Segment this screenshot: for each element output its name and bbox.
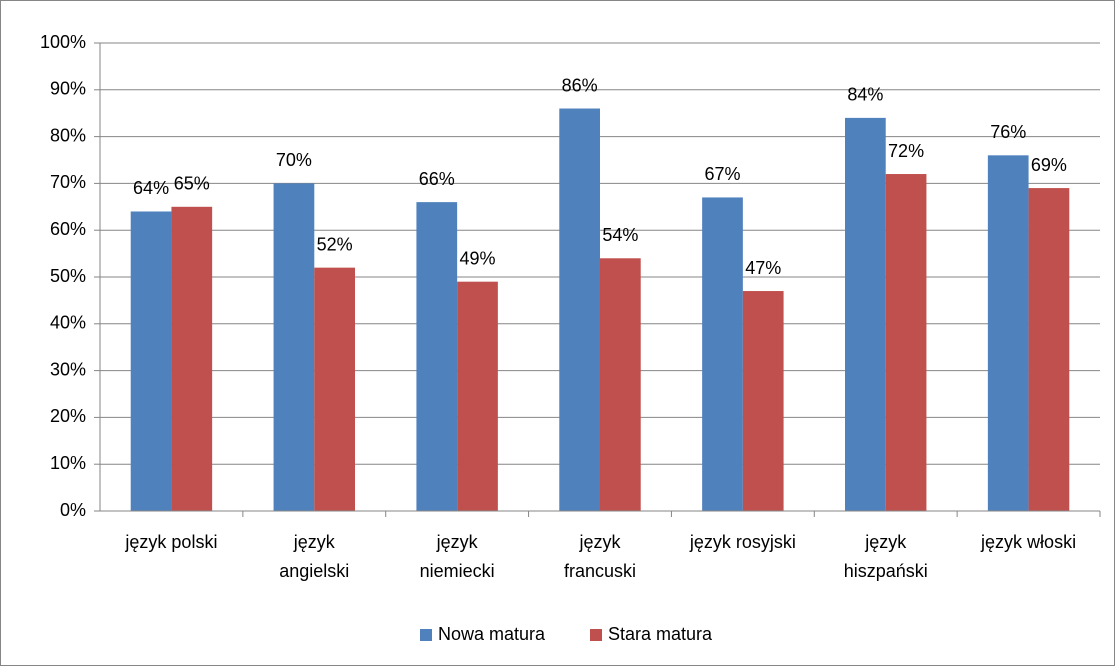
x-tick-label: język angielski [279, 532, 349, 581]
legend-swatch [590, 629, 602, 641]
data-label: 64% [133, 178, 169, 198]
data-label: 66% [419, 169, 455, 189]
y-tick-label: 100% [40, 32, 86, 52]
bar [987, 155, 1029, 511]
bar [845, 117, 886, 511]
legend-swatch [420, 629, 432, 641]
bar [130, 211, 172, 512]
x-tick-label: język hiszpański [844, 532, 928, 581]
legend-label: Nowa matura [438, 624, 546, 644]
data-label: 49% [459, 248, 495, 268]
x-tick-label: język włoski [980, 532, 1076, 552]
data-label: 52% [317, 234, 353, 254]
data-label: 72% [888, 141, 924, 161]
y-tick-label: 40% [50, 313, 86, 333]
bar [171, 206, 213, 512]
data-label: 54% [602, 225, 638, 245]
bar [273, 183, 315, 511]
bar [314, 267, 355, 511]
data-label: 70% [276, 150, 312, 170]
data-label: 84% [847, 85, 883, 105]
data-label: 76% [990, 122, 1026, 142]
bar [1028, 188, 1070, 511]
y-tick-label: 30% [50, 359, 86, 379]
data-label: 67% [704, 164, 740, 184]
data-label: 65% [174, 174, 210, 194]
y-tick-label: 80% [50, 125, 86, 145]
x-tick-label: język rosyjski [689, 532, 796, 552]
y-tick-label: 20% [50, 406, 86, 426]
y-tick-label: 50% [50, 266, 86, 286]
x-tick-label: język polski [124, 532, 217, 552]
bar [457, 281, 498, 511]
bar [742, 291, 784, 511]
bar [559, 108, 600, 512]
data-label: 69% [1031, 155, 1067, 175]
x-tick-label: język niemiecki [420, 532, 495, 581]
y-tick-label: 90% [50, 79, 86, 99]
x-tick-label: język francuski [564, 532, 636, 581]
data-label: 86% [562, 75, 598, 95]
y-tick-label: 0% [60, 500, 86, 520]
y-tick-label: 10% [50, 453, 86, 473]
y-tick-label: 60% [50, 219, 86, 239]
data-label: 47% [745, 258, 781, 278]
bar [702, 197, 743, 511]
bar [885, 174, 927, 512]
bar [416, 202, 458, 511]
bar [600, 258, 641, 511]
legend-label: Stara matura [608, 624, 713, 644]
y-tick-label: 70% [50, 172, 86, 192]
